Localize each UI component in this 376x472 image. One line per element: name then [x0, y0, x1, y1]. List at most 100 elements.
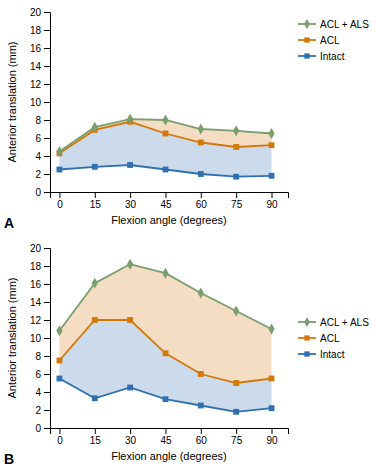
point [233, 380, 239, 386]
y-tick: 20 [30, 7, 50, 18]
point [163, 131, 169, 137]
y-tick-label: 14 [30, 297, 42, 308]
point [163, 350, 169, 356]
point [198, 140, 204, 146]
x-axis-line [51, 429, 289, 435]
legend-marker [304, 19, 310, 29]
point [163, 167, 169, 173]
y-tick: 2 [35, 405, 50, 416]
y-tick-mark [44, 284, 50, 285]
y-axis: 02468101214161820 [30, 243, 51, 434]
y-tick: 2 [35, 169, 50, 180]
plot-area: 015304560759002468101214161820Flexion an… [6, 243, 369, 462]
point [268, 324, 274, 335]
x-tick-label: 30 [125, 435, 137, 446]
marks [56, 114, 274, 180]
point [162, 115, 168, 126]
y-tick-label: 12 [30, 79, 42, 90]
panel-label: B [4, 451, 14, 467]
x-tick: 45 [160, 428, 172, 446]
x-tick-mark [95, 192, 96, 198]
point [127, 259, 133, 270]
x-tick-mark [59, 428, 60, 434]
y-tick-mark [44, 84, 50, 85]
point [233, 144, 239, 150]
x-tick-label: 0 [57, 199, 63, 210]
x-tick-mark [201, 192, 202, 198]
x-tick-mark [201, 428, 202, 434]
y-axis-line [44, 249, 51, 429]
y-tick-mark [44, 102, 50, 103]
legend: ACL + ALS ACL Intact [298, 19, 369, 62]
point [198, 371, 204, 377]
x-tick: 75 [231, 428, 243, 446]
point [198, 288, 204, 299]
point [92, 278, 98, 289]
y-tick: 4 [35, 151, 50, 162]
point [198, 171, 204, 177]
point [92, 317, 98, 323]
x-tick-mark [130, 428, 131, 434]
legend-item: ACL + ALS [298, 19, 369, 30]
y-tick-label: 10 [30, 97, 42, 108]
y-tick-mark [44, 48, 50, 49]
y-tick-label: 16 [30, 43, 42, 54]
point [198, 403, 204, 409]
y-tick-mark [44, 66, 50, 67]
x-axis-title: Flexion angle (degrees) [111, 214, 227, 226]
y-tick-label: 4 [35, 387, 41, 398]
legend-item: ACL [298, 333, 340, 344]
series-markers [57, 317, 275, 386]
y-tick-mark [44, 174, 50, 175]
plot-area: 015304560759002468101214161820Flexion an… [6, 7, 369, 226]
y-tick-label: 0 [35, 187, 41, 198]
y-tick: 8 [35, 351, 50, 362]
y-axis-line [44, 13, 51, 193]
point [127, 317, 133, 323]
y-tick-label: 12 [30, 315, 42, 326]
point [56, 325, 62, 336]
band [59, 264, 271, 383]
y-tick: 0 [35, 187, 50, 198]
y-tick-mark [44, 374, 50, 375]
y-tick-mark [44, 302, 50, 303]
legend-item: Intact [298, 51, 345, 62]
point [269, 405, 275, 411]
x-tick-label: 75 [231, 199, 243, 210]
x-tick-mark [272, 428, 273, 434]
y-tick-label: 18 [30, 261, 42, 272]
y-tick-mark [44, 356, 50, 357]
y-tick: 16 [30, 43, 50, 54]
x-tick: 30 [125, 192, 137, 210]
series-line [59, 264, 271, 331]
y-tick: 6 [35, 369, 50, 380]
y-tick-label: 2 [35, 169, 41, 180]
x-axis-line [51, 193, 289, 199]
legend-label: ACL [320, 35, 340, 46]
x-tick: 60 [196, 428, 208, 446]
point [57, 167, 63, 173]
point [57, 358, 63, 364]
y-tick-label: 6 [35, 133, 41, 144]
y-tick-mark [44, 138, 50, 139]
y-tick: 6 [35, 133, 50, 144]
legend-marker [304, 37, 309, 42]
x-tick: 75 [231, 192, 243, 210]
x-tick-label: 30 [125, 199, 137, 210]
x-axis: 0153045607590 [51, 192, 289, 210]
series-line [59, 122, 271, 154]
y-tick: 10 [30, 97, 50, 108]
series-markers [57, 162, 275, 180]
panel: 015304560759002468101214161820Flexion an… [4, 7, 369, 231]
y-tick-label: 4 [35, 151, 41, 162]
legend-item: ACL + ALS [298, 317, 369, 328]
y-tick-mark [44, 428, 50, 429]
point [57, 376, 63, 382]
y-tick: 4 [35, 387, 50, 398]
y-tick-label: 8 [35, 351, 41, 362]
point [233, 174, 239, 180]
legend-marker [304, 335, 309, 340]
x-tick: 30 [125, 428, 137, 446]
x-tick-label: 45 [160, 435, 172, 446]
x-tick: 90 [266, 428, 278, 446]
